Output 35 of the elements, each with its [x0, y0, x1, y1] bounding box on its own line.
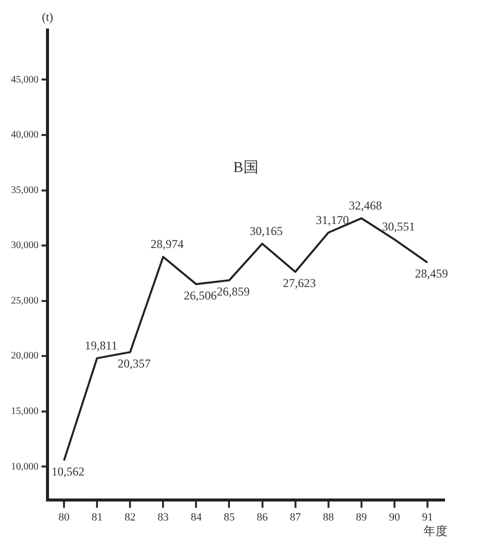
- y-tick-label: 25,000: [11, 295, 38, 306]
- x-tick-label: 89: [356, 511, 368, 524]
- data-label: 26,506: [184, 288, 217, 302]
- x-tick-label: 88: [322, 511, 334, 524]
- data-label: 31,170: [316, 212, 349, 227]
- y-tick-label: 15,000: [11, 406, 38, 417]
- data-label: 30,165: [250, 224, 283, 238]
- data-label: 28,974: [150, 237, 184, 252]
- x-tick-label: 85: [224, 511, 236, 524]
- y-tick-label: 40,000: [11, 130, 38, 141]
- data-label: 20,357: [118, 356, 151, 370]
- x-tick-label: 87: [290, 511, 302, 524]
- y-tick-label: 30,000: [11, 240, 38, 252]
- data-label: 19,811: [84, 338, 118, 352]
- x-tick-label: 83: [158, 511, 170, 524]
- data-label: 27,623: [282, 276, 316, 290]
- y-tick-label: 35,000: [11, 184, 38, 196]
- data-label: 26,859: [216, 284, 250, 298]
- data-label: 30,551: [382, 220, 415, 234]
- x-tick-label: 81: [92, 511, 103, 524]
- x-tick-label: 86: [256, 511, 268, 524]
- x-tick-label: 91: [422, 511, 433, 524]
- x-tick-label: 84: [190, 511, 202, 524]
- y-axis-title: (t): [42, 10, 54, 24]
- y-tick-label: 20,000: [11, 350, 38, 362]
- text: B国: [233, 160, 258, 176]
- x-tick-label: 90: [388, 511, 400, 524]
- data-label: 32,468: [348, 198, 382, 212]
- data-label: 10,562: [52, 464, 85, 479]
- data-label: 28,459: [414, 266, 448, 281]
- x-tick-label: 82: [124, 511, 136, 524]
- y-tick-label: 45,000: [11, 74, 38, 86]
- x-tick-label: 80: [58, 511, 70, 524]
- y-tick-label: 10,000: [11, 461, 38, 472]
- x-axis-title: 年度: [423, 524, 448, 538]
